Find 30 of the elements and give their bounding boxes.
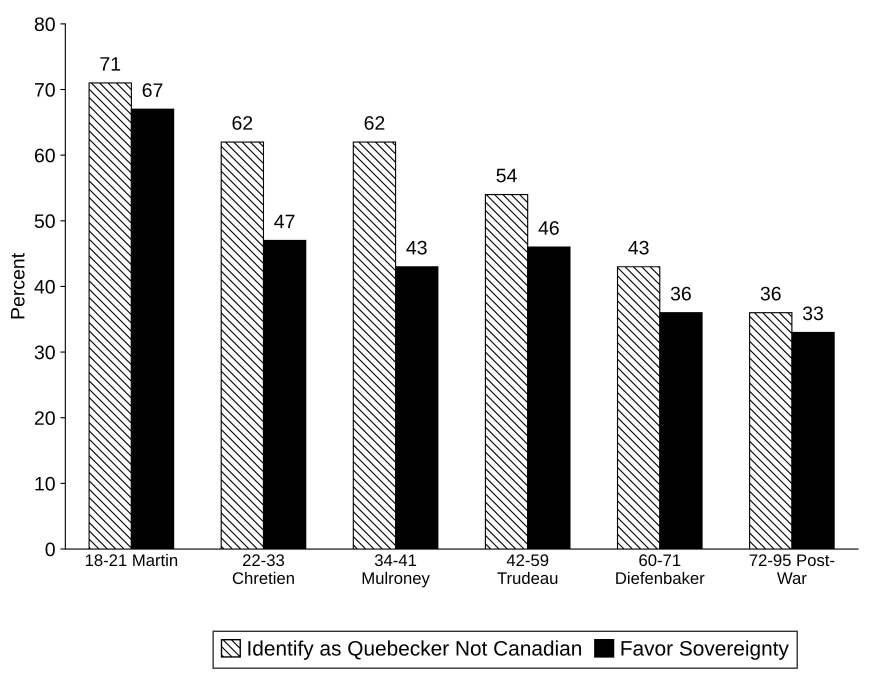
- x-tick-label: 72-95 Post- War: [750, 554, 834, 584]
- y-tick-label: 40: [34, 280, 55, 294]
- x-tick-label: 22-33 Chretien: [232, 554, 294, 584]
- data-label: 43: [628, 240, 649, 255]
- y-tick-label: 20: [34, 411, 55, 425]
- y-tick-label: 30: [34, 346, 55, 360]
- data-label: 47: [274, 214, 294, 228]
- y-tick-label: 60: [34, 148, 55, 162]
- x-tick-label: 18-21 Martin: [86, 554, 178, 566]
- legend-label: Favor Sovereignty: [622, 640, 789, 660]
- data-label: 46: [538, 221, 559, 235]
- data-label: 71: [100, 57, 120, 71]
- y-tick-label: 50: [34, 214, 55, 228]
- data-label: 43: [406, 240, 427, 255]
- y-tick-label: 70: [34, 82, 55, 97]
- data-label: 36: [670, 286, 691, 301]
- data-label: 67: [142, 83, 162, 98]
- y-tick-label: 0: [46, 542, 55, 556]
- data-label: 62: [232, 116, 252, 130]
- x-tick-label: 42-59 Trudeau: [497, 554, 558, 584]
- data-label: 62: [364, 116, 384, 130]
- y-axis-title: Percent: [11, 253, 25, 318]
- data-label: 33: [802, 306, 823, 320]
- legend-label: Identify as Quebecker Not Canadian: [248, 640, 581, 660]
- y-tick-label: 80: [34, 17, 55, 32]
- y-tick-label: 10: [35, 476, 55, 491]
- data-label: 54: [496, 168, 517, 182]
- x-tick-label: 34-41 Mulroney: [362, 554, 430, 588]
- data-label: 36: [760, 286, 781, 301]
- x-tick-label: 60-71 Diefenbaker: [616, 554, 704, 584]
